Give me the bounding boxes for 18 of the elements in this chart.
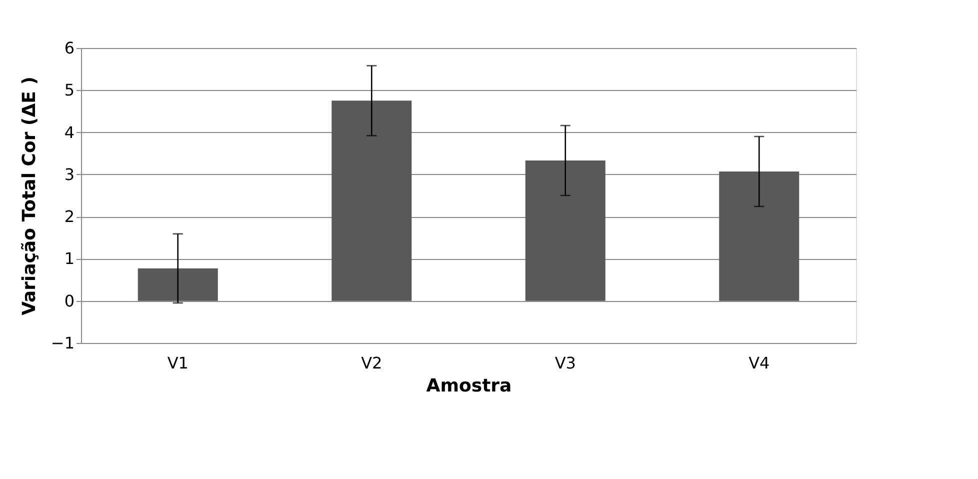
- x-tick-label: V1: [167, 354, 188, 372]
- x-tick-label: V3: [554, 354, 576, 372]
- y-tick-label: 0: [64, 291, 74, 310]
- y-axis-title: Variação Total Cor (ΔE ): [18, 76, 40, 316]
- bar: [138, 268, 218, 301]
- bar: [719, 171, 800, 301]
- bar: [525, 160, 606, 301]
- x-axis-title: Amostra: [426, 376, 512, 396]
- y-tick-label: 6: [64, 38, 74, 58]
- x-tick-label: V4: [748, 354, 770, 372]
- x-tick-label: V2: [361, 354, 382, 372]
- y-tick-label: 1: [64, 249, 74, 268]
- bar: [332, 100, 412, 301]
- y-tick-label: 5: [64, 80, 74, 100]
- y-tick-label: 4: [64, 122, 74, 142]
- y-tick-label: −1: [50, 334, 74, 352]
- y-tick-label: 2: [64, 207, 74, 226]
- y-tick-label: 3: [64, 164, 74, 184]
